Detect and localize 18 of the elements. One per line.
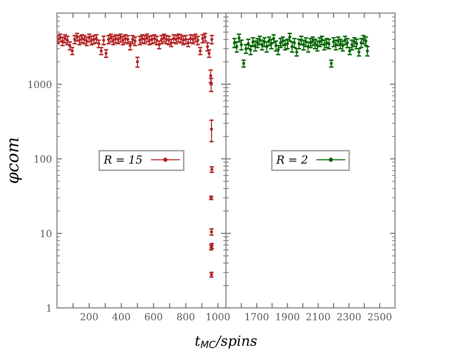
legend-label: R = 2	[276, 155, 308, 164]
y-tick-label: 100	[34, 155, 52, 163]
x-tick-label: 2500	[368, 313, 392, 320]
x-tick-label: 1000	[206, 313, 230, 320]
x-tick-label: 1900	[276, 313, 300, 320]
x-axis-title: t$_{MC}$/spins	[196, 335, 257, 349]
y-tick-label: 1	[47, 304, 51, 312]
x-tick-label: 400	[112, 313, 130, 320]
y-tick-label: 1000	[28, 80, 52, 88]
y-tick-label: 10	[40, 230, 52, 238]
x-tick-label: 2100	[306, 313, 330, 320]
legend-label: R = 15	[104, 155, 142, 164]
x-tick-label: 2300	[337, 313, 361, 320]
y-axis-title: φcom	[9, 138, 22, 184]
x-tick-label: 200	[80, 313, 98, 320]
x-tick-label: 1700	[246, 313, 268, 320]
x-tick-label: 800	[177, 313, 194, 320]
x-tick-label: 600	[144, 313, 162, 320]
